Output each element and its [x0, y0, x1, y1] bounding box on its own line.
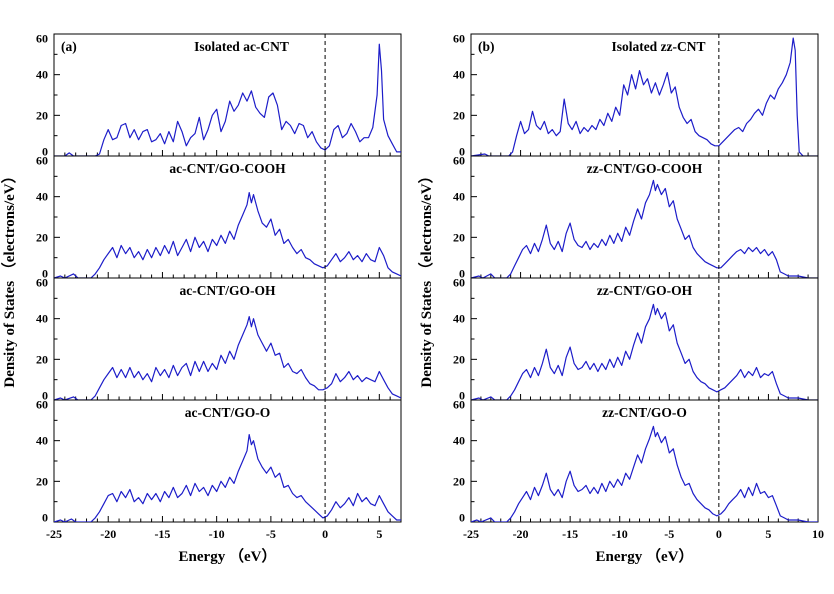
y-tick-label: 60 — [453, 276, 465, 290]
y-tick-label: 0 — [42, 145, 48, 159]
x-tick-label: 10 — [812, 527, 824, 541]
x-tick-label: -5 — [664, 527, 674, 541]
x-tick-label: -20 — [513, 527, 529, 541]
y-tick-label: 0 — [459, 145, 465, 159]
x-tick-label: -15 — [562, 527, 578, 541]
y-tick-label: 40 — [36, 68, 48, 82]
y-axis-label: Density of States （electrons/eV） — [0, 168, 18, 387]
y-tick-label: 60 — [36, 276, 48, 290]
y-tick-label: 0 — [42, 389, 48, 403]
dos-curve — [54, 434, 401, 522]
dos-chart-column-a: 0 20 40 60 Isolated ac-CNT 0 20 40 60 ac-CNT/GO-C… — [0, 32, 402, 565]
x-tick-label: -25 — [46, 527, 62, 541]
dos-curve — [471, 37, 818, 156]
y-tick-label: 0 — [459, 267, 465, 281]
x-tick-label: -10 — [209, 527, 225, 541]
x-tick-label: -20 — [100, 527, 116, 541]
y-tick-label: 20 — [453, 352, 465, 366]
y-tick-label: 0 — [42, 267, 48, 281]
x-tick-label: 0 — [322, 527, 328, 541]
y-tick-label: 40 — [453, 68, 465, 82]
y-tick-label: 40 — [36, 190, 48, 204]
x-tick-label: -25 — [463, 527, 479, 541]
x-tick-label: 5 — [765, 527, 771, 541]
y-tick-label: 20 — [36, 474, 48, 488]
y-tick-label: 60 — [36, 154, 48, 168]
y-tick-label: 60 — [453, 398, 465, 412]
y-tick-label: 40 — [453, 434, 465, 448]
dos-column-b: 0 20 40 60 Isolated zz-CNT 0 20 40 60 zz-CNT/GO-C… — [417, 0, 834, 594]
dos-column-a: 0 20 40 60 Isolated ac-CNT 0 20 40 60 ac-CNT/GO-C… — [0, 32, 402, 565]
column-label: (a) — [61, 39, 77, 54]
panel-title: zz-CNT/GO-OH — [597, 283, 693, 298]
y-tick-label: 20 — [453, 108, 465, 122]
y-tick-label: 0 — [459, 511, 465, 525]
x-axis-label: Energy （eV） — [596, 547, 694, 565]
x-tick-label: -15 — [154, 527, 170, 541]
panel-title: Isolated ac-CNT — [194, 39, 289, 54]
x-tick-label: -10 — [612, 527, 628, 541]
y-tick-label: 60 — [453, 154, 465, 168]
panel-title: Isolated zz-CNT — [611, 39, 705, 54]
panel-title: ac-CNT/GO-O — [185, 405, 271, 420]
y-tick-label: 40 — [453, 190, 465, 204]
y-tick-label: 20 — [453, 474, 465, 488]
y-tick-label: 20 — [36, 108, 48, 122]
x-tick-label: 0 — [716, 527, 722, 541]
dos-chart-column-b: 0 20 40 60 Isolated zz-CNT 0 20 40 60 zz-CNT/GO-C… — [417, 32, 824, 566]
dos-curve — [54, 316, 401, 400]
y-tick-label: 20 — [36, 352, 48, 366]
y-axis-label: Density of States （electrons/eV） — [417, 168, 435, 387]
dos-curve — [471, 179, 818, 278]
y-tick-label: 60 — [36, 398, 48, 412]
y-tick-label: 60 — [453, 32, 465, 46]
y-tick-label: 40 — [453, 312, 465, 326]
y-tick-label: 40 — [36, 434, 48, 448]
panel-title: ac-CNT/GO-COOH — [169, 161, 286, 176]
column-label: (b) — [478, 39, 495, 54]
y-tick-label: 0 — [42, 511, 48, 525]
panel-title: ac-CNT/GO-OH — [180, 283, 276, 298]
y-tick-label: 20 — [36, 230, 48, 244]
dos-curve — [471, 425, 818, 522]
x-tick-label: 5 — [376, 527, 382, 541]
x-axis-label: Energy （eV） — [179, 547, 277, 565]
panel-title: zz-CNT/GO-O — [602, 405, 687, 420]
y-tick-label: 60 — [36, 32, 48, 46]
x-tick-label: -5 — [266, 527, 276, 541]
y-tick-label: 20 — [453, 230, 465, 244]
dos-curve — [54, 43, 401, 156]
panel-title: zz-CNT/GO-COOH — [587, 161, 703, 176]
dos-curve — [54, 192, 401, 278]
y-tick-label: 40 — [36, 312, 48, 326]
y-tick-label: 0 — [459, 389, 465, 403]
dos-curve — [471, 303, 818, 400]
